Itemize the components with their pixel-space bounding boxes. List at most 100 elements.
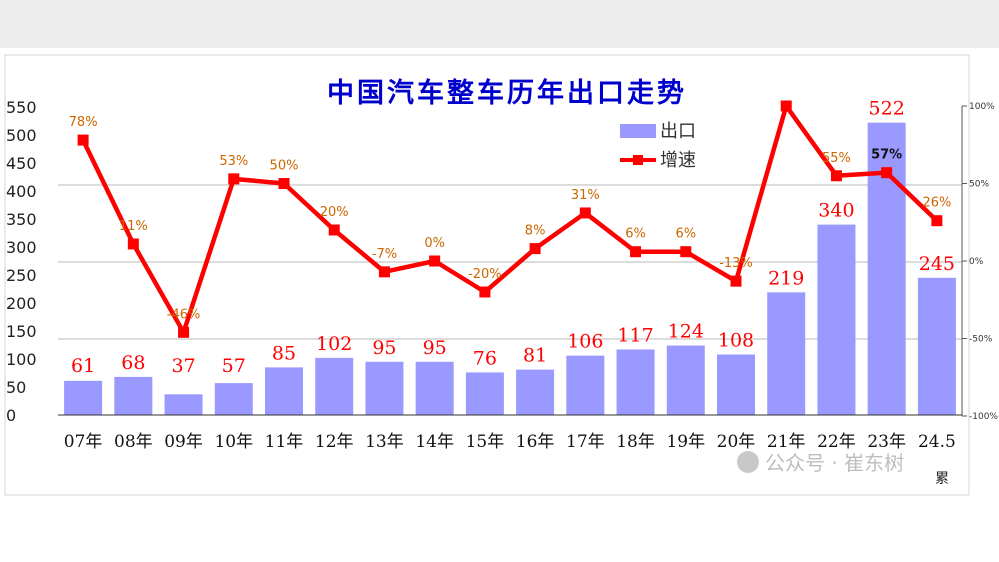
bar-11 [616, 349, 655, 415]
bottom-band [0, 498, 999, 562]
y-left-tick-2: 100 [6, 350, 37, 369]
y-left-tick-1: 50 [6, 378, 26, 397]
x-tick-8: 15年 [466, 432, 505, 452]
growth-marker-7 [429, 255, 441, 267]
growth-marker-11 [630, 246, 642, 258]
growth-marker-15 [830, 170, 842, 182]
x-tick-6: 13年 [365, 432, 404, 452]
growth-marker-10 [579, 207, 591, 219]
bar-label-9: 81 [523, 345, 547, 367]
bar-label-16: 522 [869, 98, 905, 120]
bar-13 [717, 354, 755, 415]
growth-line [81, 103, 939, 335]
bar-4 [265, 367, 303, 415]
bar-label-14: 219 [768, 267, 804, 289]
growth-label-15: 55% [822, 151, 851, 166]
axes: 0 50 100 150 200 250 300 350 400 450 500 550 -100% -5… [6, 98, 998, 452]
bar-label-8: 76 [473, 347, 497, 369]
x-tick-9: 16年 [516, 432, 555, 452]
y-right-tick-2: 0% [969, 257, 984, 267]
growth-marker-13 [730, 275, 742, 287]
bar-15 [817, 224, 856, 415]
bar-label-3: 57 [222, 355, 246, 377]
y-right-tick-0: -100% [969, 412, 998, 422]
x-tick-14: 21年 [767, 432, 806, 452]
legend-bar-swatch [620, 124, 656, 138]
growth-marker-9 [529, 243, 541, 255]
bar-14 [767, 292, 806, 415]
y-left-tick-8: 400 [6, 182, 37, 201]
bar-6 [365, 361, 404, 415]
legend-line-label: 增速 [660, 150, 696, 171]
bar-8 [465, 372, 504, 415]
y-left-tick-10: 500 [6, 126, 37, 145]
growth-marker-2 [178, 326, 190, 338]
data-labels: 61 68 37 57 85 102 95 95 76 81 106 117 124 108 219 340 5… [69, 98, 955, 377]
plot-border [4, 54, 970, 496]
watermark-text: 公众号 · 崔东树 [765, 451, 904, 475]
growth-label-5: 20% [320, 205, 349, 220]
bar-series [64, 122, 956, 416]
growth-label-16: 57% [871, 148, 902, 163]
bar-2 [164, 394, 203, 415]
growth-marker-1 [127, 238, 139, 250]
y-left-tick-5: 250 [6, 266, 37, 285]
bar-1 [114, 376, 153, 415]
growth-marker-12 [680, 246, 692, 258]
bar-label-17: 245 [919, 253, 955, 275]
growth-label-17: 26% [922, 196, 951, 211]
bar-0 [64, 380, 103, 415]
growth-marker-6 [378, 266, 390, 278]
x-tick-11: 18年 [616, 432, 655, 452]
growth-label-11: 6% [625, 227, 646, 242]
growth-marker-4 [278, 178, 290, 189]
bar-12 [666, 345, 705, 415]
growth-label-7: 0% [424, 236, 445, 251]
growth-marker-14 [780, 100, 792, 112]
x-tick-16: 23年 [867, 432, 906, 452]
y-left-tick-9: 450 [6, 154, 37, 173]
x-tick-10: 17年 [566, 432, 605, 452]
growth-label-3: 53% [219, 154, 248, 169]
legend-line-marker [633, 155, 643, 165]
y-right-tick-3: 50% [969, 180, 989, 190]
category-note: 累 [935, 471, 949, 487]
y-left-tick-0: 0 [6, 406, 16, 425]
growth-marker-17 [931, 215, 943, 227]
chart-title: 中国汽车整车历年出口走势 [327, 77, 687, 109]
bar-label-15: 340 [818, 200, 854, 222]
x-tick-7: 14年 [415, 432, 454, 452]
bar-label-0: 61 [71, 355, 95, 377]
bar-label-1: 68 [121, 352, 145, 374]
growth-label-4: 50% [270, 159, 299, 174]
bar-9 [516, 369, 555, 415]
bar-label-2: 37 [171, 355, 195, 377]
y-left-tick-11: 550 [6, 98, 37, 117]
y-left-tick-6: 300 [6, 238, 37, 257]
x-tick-0: 07年 [64, 432, 103, 452]
x-tick-4: 11年 [265, 432, 304, 452]
x-tick-5: 12年 [315, 432, 354, 452]
legend-bar-label: 出口 [660, 121, 696, 142]
growth-marker-16 [881, 167, 893, 179]
growth-label-0: 78% [69, 115, 98, 130]
wechat-icon [737, 451, 759, 473]
growth-marker-3 [228, 173, 240, 185]
bar-label-11: 117 [617, 324, 653, 346]
growth-label-6: -7% [372, 247, 397, 262]
growth-label-9: 8% [525, 224, 546, 239]
y-left-tick-3: 150 [6, 322, 37, 341]
y-left-tick-7: 350 [6, 210, 37, 229]
bar-label-12: 124 [668, 321, 704, 343]
bar-label-6: 95 [372, 337, 396, 359]
bar-3 [214, 383, 253, 415]
x-tick-1: 08年 [114, 432, 153, 452]
growth-marker-0 [77, 134, 89, 146]
growth-label-2: -46% [167, 307, 201, 322]
growth-label-13: -13% [719, 256, 753, 271]
line-series [77, 100, 943, 338]
bar-17 [917, 277, 956, 415]
x-tick-15: 22年 [817, 432, 856, 452]
growth-label-12: 6% [675, 227, 696, 242]
y-right-tick-4: 100% [969, 102, 995, 112]
